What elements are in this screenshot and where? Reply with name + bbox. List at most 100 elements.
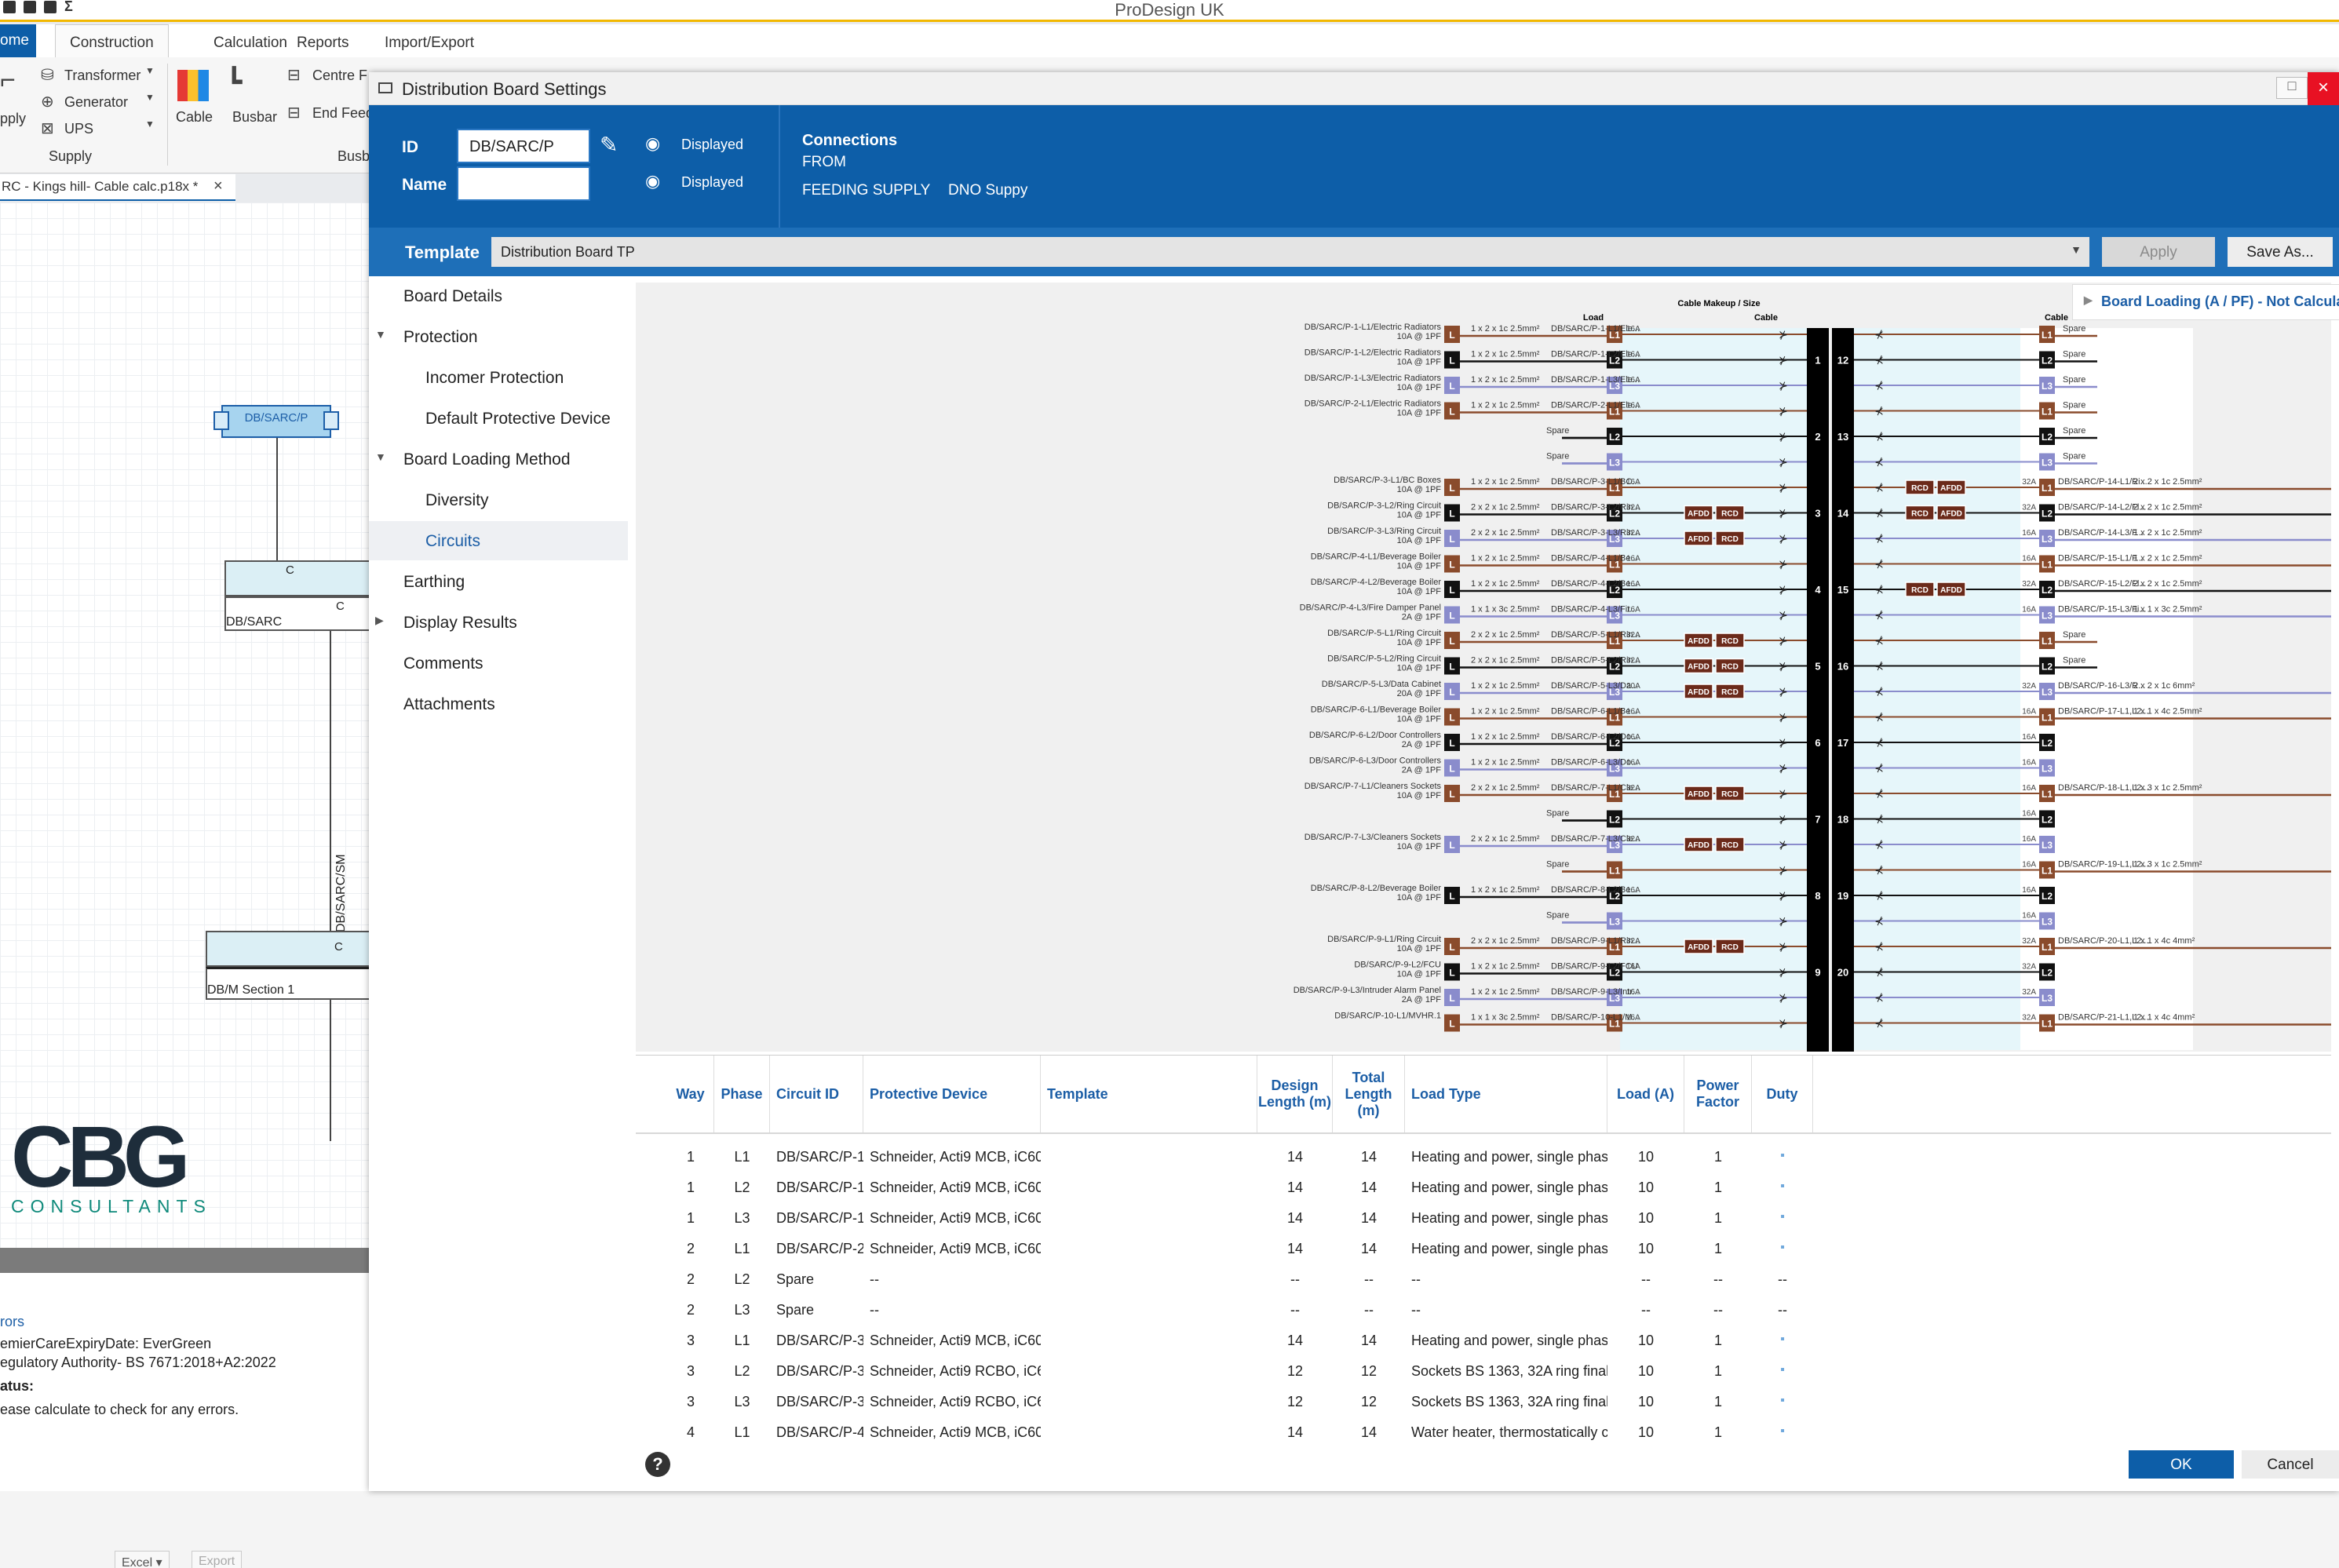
table-cell-way[interactable]: 2 <box>686 1241 695 1256</box>
table-cell-total-length-m[interactable]: -- <box>1364 1271 1374 1287</box>
table-row[interactable]: 3 L2 DB/SARC/P-3-L2 Schneider, Acti9 RCBO, … <box>636 1356 2331 1387</box>
tab-construction[interactable]: Construction <box>55 24 169 57</box>
table-row[interactable]: 2 L2 Spare -- -- -- -- -- -- -- <box>636 1264 2331 1295</box>
nav-item-board-loading-method[interactable]: ▼ Board Loading Method <box>369 439 628 479</box>
table-cell-load-type[interactable]: -- <box>1411 1271 1421 1287</box>
table-cell-phase[interactable]: L3 <box>734 1302 750 1318</box>
table-cell-design-length-m[interactable]: 14 <box>1286 1149 1304 1165</box>
open-icon[interactable] <box>24 1 36 13</box>
table-cell-duty[interactable]: ▪ <box>1780 1210 1785 1223</box>
table-cell-way[interactable]: 1 <box>686 1210 695 1226</box>
table-cell-duty[interactable]: -- <box>1778 1302 1787 1318</box>
table-cell-way[interactable]: 1 <box>686 1149 695 1165</box>
ribbon-end-feed[interactable]: End Feed <box>312 105 374 121</box>
apply-supply-label[interactable]: pply <box>0 111 27 126</box>
table-cell-load-a[interactable]: 10 <box>1637 1149 1655 1165</box>
table-cell-power-factor[interactable]: 1 <box>1713 1241 1722 1256</box>
table-cell-load-a[interactable]: 10 <box>1637 1363 1655 1379</box>
sum-icon[interactable]: Σ <box>64 0 73 14</box>
table-cell-power-factor[interactable]: 1 <box>1713 1333 1722 1348</box>
table-cell-power-factor[interactable]: -- <box>1713 1271 1723 1287</box>
name-field[interactable] <box>457 166 590 201</box>
table-row[interactable]: 1 L3 DB/SARC/P-1-L3 Schneider, Acti9 MCB, i… <box>636 1203 2331 1234</box>
table-cell-power-factor[interactable]: 1 <box>1713 1180 1722 1195</box>
cable-icon[interactable] <box>177 70 209 101</box>
table-cell-template[interactable] <box>1047 1387 1257 1417</box>
table-cell-template[interactable] <box>1047 1264 1257 1295</box>
table-cell-duty[interactable]: ▪ <box>1780 1180 1785 1193</box>
table-cell-protective-device[interactable]: Schneider, Acti9 MCB, iC60H T... <box>870 1210 1041 1226</box>
pencil-icon[interactable]: ✎ <box>600 133 619 157</box>
nav-item-circuits[interactable]: Circuits <box>369 521 628 560</box>
table-cell-way[interactable]: 3 <box>686 1394 695 1409</box>
table-cell-duty[interactable]: ▪ <box>1780 1241 1785 1254</box>
table-cell-total-length-m[interactable]: 12 <box>1360 1363 1377 1379</box>
table-row[interactable]: 3 L1 DB/SARC/P-3-L1 Schneider, Acti9 MCB, i… <box>636 1326 2331 1356</box>
nav-item-board-details[interactable]: Board Details <box>369 276 628 315</box>
table-cell-way[interactable]: 3 <box>686 1363 695 1379</box>
nav-item-default-protective-device[interactable]: Default Protective Device <box>369 399 628 438</box>
table-cell-load-type[interactable]: Heating and power, single phase <box>1411 1241 1607 1256</box>
table-cell-total-length-m[interactable]: 14 <box>1360 1149 1377 1165</box>
table-cell-design-length-m[interactable]: 12 <box>1286 1394 1304 1409</box>
db-sarc-p-node[interactable]: DB/SARC/P <box>221 405 331 438</box>
busbar-icon[interactable]: ┗ <box>226 67 243 97</box>
table-cell-phase[interactable]: L3 <box>734 1394 750 1409</box>
nav-item-attachments[interactable]: Attachments <box>369 684 628 724</box>
column-header-circuit-id[interactable]: Circuit ID <box>770 1056 863 1132</box>
table-cell-template[interactable] <box>1047 1417 1257 1448</box>
table-row[interactable]: 3 L3 DB/SARC/P-3-L3 Schneider, Acti9 RCBO, … <box>636 1387 2331 1417</box>
chevron-down-icon[interactable]: ▼ <box>145 119 155 129</box>
table-cell-way[interactable]: 2 <box>686 1271 695 1287</box>
table-cell-circuit-id[interactable]: DB/SARC/P-4-L1 <box>776 1424 863 1440</box>
close-icon[interactable]: × <box>213 177 223 195</box>
save-icon[interactable] <box>44 1 57 13</box>
ribbon-centre-feed[interactable]: Centre F <box>312 67 368 83</box>
column-header-template[interactable]: Template <box>1041 1056 1257 1132</box>
ribbon-ups[interactable]: UPS <box>64 121 94 137</box>
column-header-load-type[interactable]: Load Type <box>1405 1056 1607 1132</box>
tab-calculation[interactable]: Calculation <box>213 35 287 51</box>
table-cell-protective-device[interactable]: Schneider, Acti9 MCB, iC60H T... <box>870 1149 1041 1165</box>
column-header-power-factor[interactable]: Power Factor <box>1684 1056 1752 1132</box>
table-cell-load-a[interactable]: 10 <box>1637 1333 1655 1348</box>
drawing-canvas[interactable]: DB/SARC/P C DB/SARC C DB/SARC/SM C DB/M … <box>0 202 381 1250</box>
table-row[interactable]: 1 L1 DB/SARC/P-1-L1 Schneider, Acti9 MCB, i… <box>636 1142 2331 1172</box>
table-cell-total-length-m[interactable]: 14 <box>1360 1180 1377 1195</box>
cable-line[interactable] <box>330 631 331 1141</box>
table-row[interactable]: 4 L1 DB/SARC/P-4-L1 Schneider, Acti9 MCB, i… <box>636 1417 2331 1448</box>
id-field[interactable]: DB/SARC/P <box>457 129 590 163</box>
table-cell-circuit-id[interactable]: DB/SARC/P-1-L2 <box>776 1180 863 1195</box>
eye-icon[interactable]: ◉ <box>645 133 661 153</box>
quick-access-icon[interactable] <box>3 1 16 13</box>
nav-item-display-results[interactable]: ▶ Display Results <box>369 603 628 642</box>
node-port-right[interactable] <box>323 411 339 430</box>
table-cell-circuit-id[interactable]: DB/SARC/P-3-L2 <box>776 1363 863 1379</box>
table-row[interactable]: 2 L1 DB/SARC/P-2-L1 Schneider, Acti9 MCB, i… <box>636 1234 2331 1264</box>
column-header-load-a[interactable]: Load (A) <box>1607 1056 1684 1132</box>
ribbon-cable[interactable]: Cable <box>176 109 213 125</box>
table-cell-design-length-m[interactable]: -- <box>1290 1271 1300 1287</box>
table-cell-total-length-m[interactable]: 14 <box>1360 1210 1377 1226</box>
ribbon-busbar[interactable]: Busbar <box>232 109 278 125</box>
table-cell-design-length-m[interactable]: 12 <box>1286 1363 1304 1379</box>
table-cell-protective-device[interactable]: -- <box>870 1302 879 1318</box>
table-cell-total-length-m[interactable]: 14 <box>1360 1424 1377 1440</box>
table-cell-way[interactable]: 3 <box>686 1333 695 1348</box>
table-cell-load-type[interactable]: Heating and power, single phase <box>1411 1210 1607 1226</box>
chevron-right-icon[interactable]: ▶ <box>375 614 384 626</box>
table-cell-template[interactable] <box>1047 1356 1257 1387</box>
table-cell-template[interactable] <box>1047 1295 1257 1326</box>
table-cell-template[interactable] <box>1047 1203 1257 1234</box>
table-cell-protective-device[interactable]: Schneider, Acti9 MCB, iC60H T... <box>870 1180 1041 1195</box>
dbm-section-top-box[interactable]: C <box>206 931 370 967</box>
table-cell-load-a[interactable]: -- <box>1641 1302 1651 1318</box>
table-cell-phase[interactable]: L2 <box>734 1271 750 1287</box>
table-row[interactable]: 1 L2 DB/SARC/P-1-L2 Schneider, Acti9 MCB, i… <box>636 1172 2331 1203</box>
table-cell-phase[interactable]: L3 <box>734 1210 750 1226</box>
table-cell-duty[interactable]: ▪ <box>1780 1149 1785 1162</box>
table-cell-protective-device[interactable]: Schneider, Acti9 RCBO, iC60H... <box>870 1363 1041 1379</box>
chevron-down-icon[interactable]: ▼ <box>375 450 386 463</box>
table-cell-protective-device[interactable]: Schneider, Acti9 MCB, iC60H T... <box>870 1241 1041 1256</box>
save-as-button[interactable]: Save As... <box>2228 237 2333 267</box>
